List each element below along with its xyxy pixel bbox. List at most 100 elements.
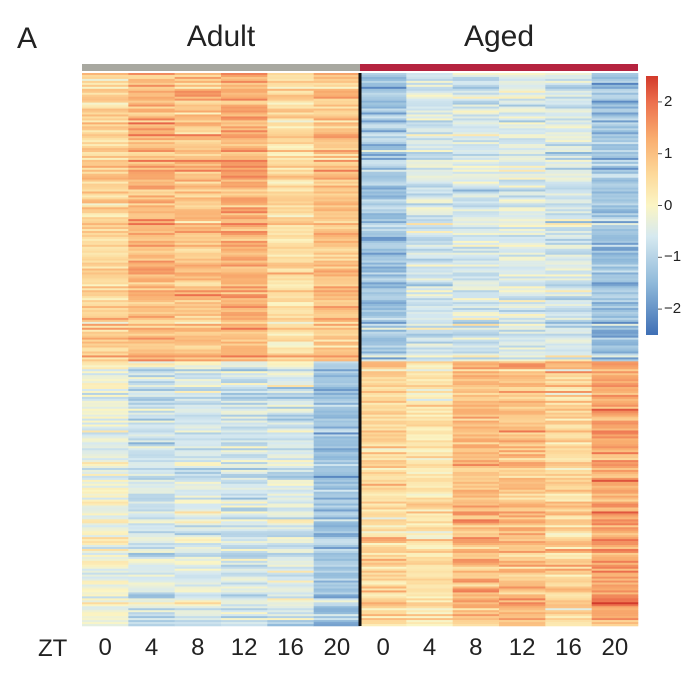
heatmap-cell xyxy=(313,223,361,226)
heatmap-cell xyxy=(406,300,453,303)
heatmap-cell xyxy=(267,88,314,92)
heatmap-cell xyxy=(452,385,500,388)
heatmap-cell xyxy=(499,272,546,275)
heatmap-cell xyxy=(499,296,546,299)
heatmap-cell xyxy=(591,351,639,354)
heatmap-cell xyxy=(174,509,222,512)
heatmap-cell xyxy=(591,252,639,255)
heatmap-cell xyxy=(545,487,592,491)
heatmap-cell xyxy=(128,402,175,406)
heatmap-cell xyxy=(499,580,546,583)
heatmap-cell xyxy=(82,525,129,528)
heatmap-cell xyxy=(128,177,175,180)
heatmap-cell xyxy=(267,448,314,451)
heatmap-cell xyxy=(499,195,546,198)
heatmap-cell xyxy=(591,624,639,627)
heatmap-cell xyxy=(406,584,453,587)
heatmap-cell xyxy=(174,313,222,317)
heatmap-cell xyxy=(174,564,222,568)
heatmap-cell xyxy=(591,517,639,520)
heatmap-cell xyxy=(591,562,639,566)
heatmap-cell xyxy=(591,106,639,109)
heatmap-cell xyxy=(313,325,361,329)
heatmap-cell xyxy=(82,300,129,303)
heatmap-cell xyxy=(499,351,546,354)
heatmap-cell xyxy=(221,600,268,603)
heatmap-cell xyxy=(545,610,592,613)
heatmap-cell xyxy=(174,548,222,552)
heatmap-cell xyxy=(267,201,314,204)
heatmap-cell xyxy=(313,155,361,159)
heatmap-cell xyxy=(313,464,361,467)
heatmap-cell xyxy=(313,240,361,244)
heatmap-cell xyxy=(406,122,453,125)
heatmap-cell xyxy=(267,501,314,504)
heatmap-cell xyxy=(499,493,546,496)
heatmap-cell xyxy=(591,414,639,417)
heatmap-cell xyxy=(499,345,546,348)
heatmap-cell xyxy=(221,588,268,591)
heatmap-cell xyxy=(128,531,175,534)
heatmap-cell xyxy=(406,438,453,441)
heatmap-cell xyxy=(545,450,592,453)
heatmap-cell xyxy=(545,282,592,285)
heatmap-cell xyxy=(545,108,592,111)
heatmap-cell xyxy=(545,616,592,619)
heatmap-cell xyxy=(452,321,500,325)
heatmap-cell xyxy=(545,167,592,171)
heatmap-cell xyxy=(545,598,592,601)
heatmap-cell xyxy=(406,213,453,216)
heatmap-cell xyxy=(313,207,361,210)
heatmap-cell xyxy=(591,140,639,143)
heatmap-cell xyxy=(267,276,314,279)
heatmap-cell xyxy=(82,116,129,119)
heatmap-cell xyxy=(545,608,592,611)
heatmap-cell xyxy=(452,315,500,319)
heatmap-cell xyxy=(313,177,361,180)
heatmap-cell xyxy=(174,446,222,449)
heatmap-cell xyxy=(360,373,407,376)
heatmap-cell xyxy=(267,205,314,208)
heatmap-cell xyxy=(128,173,175,176)
heatmap-cell xyxy=(221,152,268,155)
group-bar-adult xyxy=(82,64,360,71)
heatmap-cell xyxy=(128,572,175,575)
heatmap-cell xyxy=(360,231,407,234)
heatmap-cell xyxy=(82,161,129,165)
heatmap-cell xyxy=(221,333,268,336)
heatmap-cell xyxy=(360,341,407,344)
heatmap-cell xyxy=(174,223,222,226)
heatmap-cell xyxy=(406,527,453,530)
heatmap-cell xyxy=(545,248,592,252)
heatmap-cell xyxy=(360,531,407,534)
heatmap-cell xyxy=(406,377,453,380)
heatmap-cell xyxy=(406,545,453,548)
heatmap-cell xyxy=(406,76,453,80)
heatmap-cell xyxy=(591,464,639,467)
heatmap-cell xyxy=(267,84,314,88)
heatmap-cell xyxy=(174,304,222,307)
heatmap-cell xyxy=(452,308,500,311)
heatmap-cell xyxy=(452,278,500,281)
heatmap-cell xyxy=(82,505,129,508)
heatmap-cell xyxy=(128,108,175,111)
heatmap-cell xyxy=(452,497,500,500)
heatmap-cell xyxy=(82,598,129,601)
heatmap-cell xyxy=(267,572,314,575)
heatmap-cell xyxy=(267,558,314,562)
heatmap-cell xyxy=(267,468,314,471)
heatmap-cell xyxy=(221,335,268,338)
heatmap-cell xyxy=(128,497,175,500)
x-tick-label: 20 xyxy=(601,634,629,661)
heatmap-cell xyxy=(406,96,453,99)
heatmap-cell xyxy=(313,622,361,625)
heatmap-cell xyxy=(221,130,268,133)
heatmap-cell xyxy=(82,600,129,603)
heatmap-cell xyxy=(128,302,175,305)
heatmap-cell xyxy=(591,371,639,374)
heatmap-cell xyxy=(406,517,453,520)
heatmap-cell xyxy=(591,171,639,175)
heatmap-cell xyxy=(545,280,592,283)
heatmap-cell xyxy=(406,278,453,281)
heatmap-cell xyxy=(499,379,546,382)
